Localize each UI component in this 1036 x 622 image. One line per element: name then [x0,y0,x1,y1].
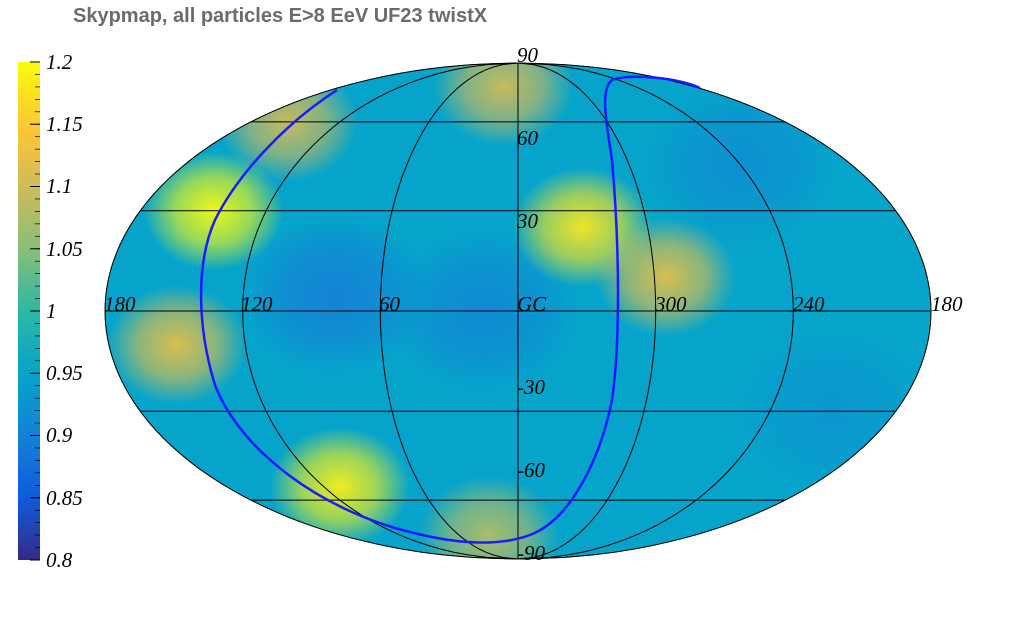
lat-label: -30 [517,375,545,399]
lon-label: GC [517,292,547,316]
lat-label: 30 [516,209,539,233]
hotspot-region [433,63,574,146]
colorbar-tick-label: 0.9 [46,423,73,447]
colorbar: 1.2 1.15 1.1 1.05 1 0.95 0.9 0.85 0.8 [18,50,83,572]
blue-contour-curve [199,75,701,544]
lat-label: 60 [517,126,539,150]
lat-label: 90 [517,43,539,67]
hotspot-region [418,476,559,559]
colorbar-tick-label: 1 [46,299,57,323]
colorbar-tick-label: 1.1 [46,174,72,198]
hotspot-region [269,427,410,547]
coldspot-region [239,213,430,375]
map-outline [104,62,932,560]
colorbar-tick-label: 1.15 [46,112,83,136]
lon-label: 120 [241,292,273,316]
latitude-labels: 90 60 30 -30 -60 -90 [516,43,545,565]
coordinate-grid [104,62,932,560]
colorbar-tick-label: 0.95 [46,361,83,385]
lon-label: 60 [379,292,401,316]
colorbar-tick-label: 0.85 [46,486,83,510]
lon-label: 180 [104,292,136,316]
lon-label: 300 [654,292,687,316]
colorbar-ticks [30,61,40,561]
lon-label: 180 [931,292,963,316]
colorbar-tick-label: 0.8 [46,548,73,572]
colorbar-tick-label: 1.05 [46,237,83,261]
longitude-labels: 180 120 60 GC 300 240 180 [104,292,963,316]
lat-label: -90 [517,541,545,565]
lon-label: 240 [793,292,825,316]
chart-title: Skypmap, all particles E>8 EeV UF23 twis… [73,5,488,27]
lat-label: -60 [517,458,545,482]
hotspot-region [595,217,736,337]
colorbar-tick-label: 1.2 [46,50,73,74]
